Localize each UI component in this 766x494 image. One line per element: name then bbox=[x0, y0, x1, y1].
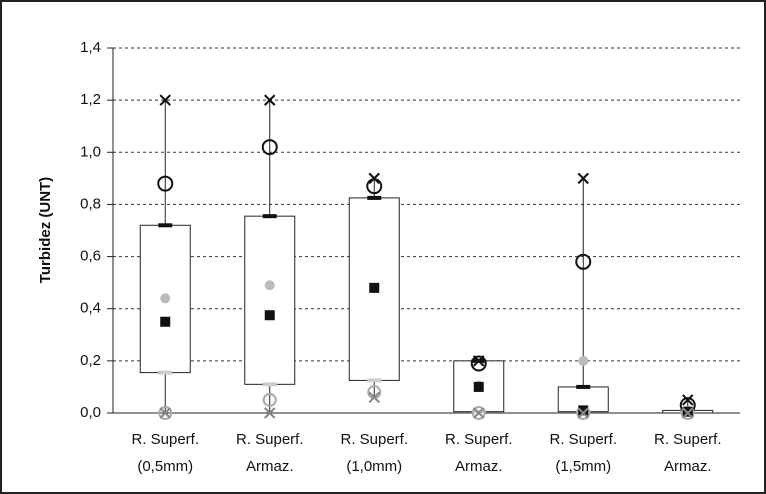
x-tick-label: Armaz. bbox=[246, 458, 294, 475]
p90-marker bbox=[157, 175, 174, 192]
p90-marker bbox=[261, 139, 278, 156]
max-marker bbox=[473, 355, 485, 367]
p10-marker bbox=[262, 392, 277, 407]
x-tick-label: R. Superf. bbox=[131, 431, 199, 448]
mean-marker bbox=[160, 316, 171, 327]
x-tick-label: (1,0mm) bbox=[346, 458, 402, 475]
y-tick-label: 0,2 bbox=[80, 352, 101, 369]
x-tick-label: Armaz. bbox=[455, 458, 503, 475]
min-marker bbox=[264, 407, 276, 419]
max-marker bbox=[368, 172, 380, 185]
box bbox=[244, 215, 296, 385]
q3-marker bbox=[262, 214, 277, 219]
q3-marker bbox=[158, 223, 173, 228]
q1-marker bbox=[158, 370, 173, 375]
x-tick-label: Armaz. bbox=[664, 458, 712, 475]
max-marker bbox=[682, 394, 694, 406]
p90-marker bbox=[470, 355, 487, 372]
y-tick-label: 0,6 bbox=[80, 248, 101, 265]
min-marker bbox=[159, 407, 171, 419]
mean-marker bbox=[264, 310, 275, 321]
x-tick-label: (0,5mm) bbox=[137, 458, 193, 475]
y-tick-label: 1,0 bbox=[80, 143, 101, 160]
x-tick-label: (1,5mm) bbox=[555, 458, 611, 475]
y-axis-label: Turbidez (UNT) bbox=[37, 177, 54, 283]
min-marker bbox=[682, 407, 694, 419]
median-marker bbox=[578, 355, 589, 366]
y-tick-label: 0,0 bbox=[80, 404, 101, 421]
mean-marker bbox=[578, 405, 589, 416]
max-marker bbox=[159, 94, 171, 106]
x-tick-label: R. Superf. bbox=[549, 431, 617, 448]
x-tick-label: R. Superf. bbox=[445, 431, 513, 448]
p90-marker bbox=[575, 253, 592, 270]
max-marker bbox=[264, 94, 276, 106]
max-marker bbox=[577, 172, 589, 185]
q1-marker bbox=[367, 378, 382, 383]
min-marker bbox=[577, 407, 589, 419]
mean-marker bbox=[369, 282, 380, 293]
mean-marker bbox=[473, 381, 484, 392]
x-tick-label: R. Superf. bbox=[340, 431, 408, 448]
q3-marker bbox=[576, 384, 591, 389]
q1-marker bbox=[262, 382, 277, 387]
p10-marker bbox=[158, 406, 173, 420]
median-marker bbox=[264, 280, 275, 291]
x-tick-label: R. Superf. bbox=[654, 431, 722, 448]
median-marker bbox=[160, 293, 171, 304]
y-tick-label: 1,2 bbox=[80, 91, 101, 108]
min-marker bbox=[368, 391, 380, 404]
y-tick-label: 1,4 bbox=[80, 39, 101, 56]
q3-marker bbox=[367, 195, 382, 200]
y-tick-label: 0,4 bbox=[80, 300, 101, 317]
y-tick-label: 0,8 bbox=[80, 195, 101, 212]
p10-marker bbox=[471, 406, 486, 420]
x-tick-label: R. Superf. bbox=[236, 431, 304, 448]
min-marker bbox=[473, 407, 485, 419]
